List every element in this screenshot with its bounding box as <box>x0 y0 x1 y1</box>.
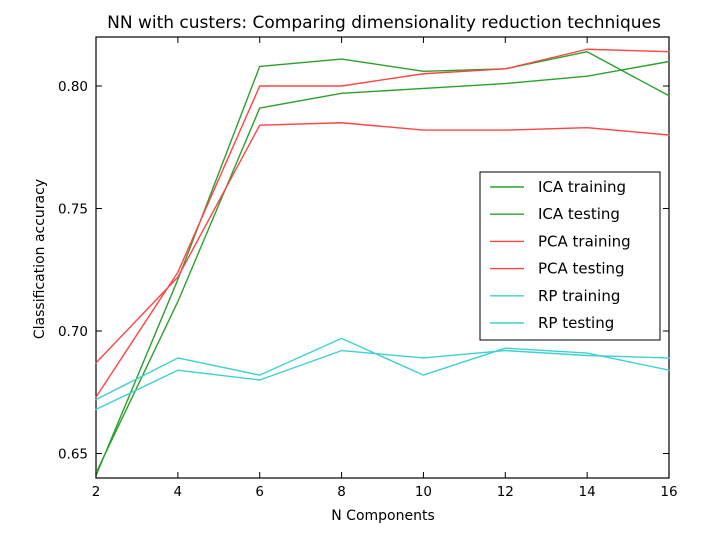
x-axis-label: N Components <box>331 508 435 524</box>
legend-label-ica-training: ICA training <box>538 178 626 196</box>
x-tick-label: 4 <box>174 484 183 500</box>
chart-title: NN with custers: Comparing dimensionalit… <box>107 13 661 33</box>
series-lines <box>95 48 670 477</box>
legend-box <box>479 171 661 341</box>
series-line-rp-training <box>95 349 670 411</box>
y-tick-label: 0.65 <box>58 447 88 463</box>
legend-label-pca-testing: PCA testing <box>538 260 625 278</box>
y-tick-label: 0.80 <box>58 79 88 95</box>
y-axis-ticks: 0.65 0.70 0.75 0.80 <box>58 79 669 463</box>
x-tick-label: 10 <box>415 484 432 500</box>
series-line-ica-testing <box>95 51 670 477</box>
legend: ICA training ICA testing PCA training PCA t… <box>479 171 661 341</box>
legend-label-pca-training: PCA training <box>538 232 631 250</box>
series-line-ica-training <box>95 60 670 474</box>
x-tick-label: 2 <box>92 484 101 500</box>
x-tick-label: 12 <box>497 484 514 500</box>
series-line-pca-testing <box>95 122 670 364</box>
series-line-pca-training <box>95 48 670 398</box>
x-tick-label: 6 <box>255 484 264 500</box>
legend-label-rp-training: RP training <box>538 287 620 305</box>
x-tick-label: 16 <box>660 484 677 500</box>
series-line-rp-testing <box>95 337 670 401</box>
legend-label-rp-testing: RP testing <box>538 314 614 332</box>
y-axis-label: Classification accuracy <box>32 179 48 339</box>
legend-label-ica-testing: ICA testing <box>538 205 620 223</box>
y-tick-label: 0.70 <box>58 324 88 340</box>
y-tick-label: 0.75 <box>58 202 88 218</box>
x-tick-label: 8 <box>337 484 346 500</box>
x-axis-ticks: 2 4 6 8 10 12 14 16 <box>92 37 678 500</box>
x-tick-label: 14 <box>579 484 596 500</box>
